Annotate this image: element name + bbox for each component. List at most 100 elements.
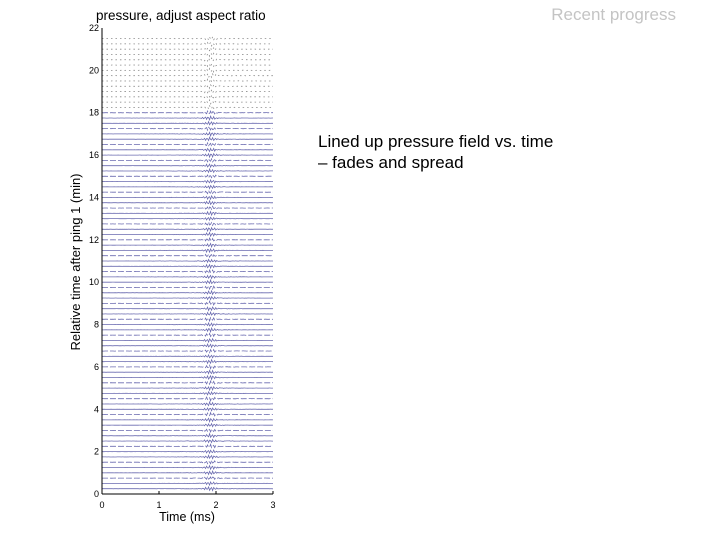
y-tick-label: 4 [94,404,99,414]
pressure-trace [102,342,274,349]
pressure-trace [101,136,273,142]
pressure-trace [102,475,274,481]
pressure-trace [102,253,273,259]
pressure-trace [101,167,273,174]
pressure-trace [102,88,274,95]
pressure-trace [101,321,274,327]
pressure-trace [102,469,273,476]
pressure-trace [102,379,274,386]
pressure-trace [102,52,274,58]
pressure-trace [102,438,273,444]
y-tick-label: 6 [94,362,99,372]
y-tick-label: 0 [94,489,99,499]
pressure-trace [101,178,273,184]
pressure-trace [102,258,273,264]
pressure-trace [102,93,274,100]
pressure-trace [101,407,274,412]
x-tick-labels: 0 1 2 3 [99,491,276,510]
pressure-trace [101,400,273,407]
pressure-trace [102,163,273,169]
pressure-trace [102,289,273,296]
pressure-trace [101,332,274,338]
y-tick-label: 12 [89,235,99,245]
pressure-trace [102,306,273,312]
pressure-trace [101,57,274,63]
pressure-trace [101,126,273,132]
pressure-trace [101,353,273,359]
pressure-trace [102,41,274,48]
pressure-trace [101,278,274,285]
pressure-trace [102,83,274,90]
trace-group [101,35,274,492]
y-tick-labels: 0 2 4 6 8 10 12 14 16 18 20 22 [89,23,99,499]
pressure-trace [101,385,273,392]
pressure-trace [101,300,273,306]
pressure-trace [102,374,273,381]
pressure-trace [101,35,274,41]
pressure-trace [102,210,274,217]
pressure-trace [101,131,274,138]
pressure-trace [102,184,274,190]
pressure-trace [102,174,274,179]
pressure-trace [102,67,273,73]
pressure-trace [101,348,273,354]
pressure-trace [101,205,273,211]
pressure-trace [101,422,274,428]
chart-title: pressure, adjust aspect ratio [96,8,266,23]
y-tick-label: 16 [89,150,99,160]
pressure-trace [102,364,273,370]
x-tick-label: 0 [99,500,104,510]
slide-caption: Lined up pressure field vs. time – fades… [318,131,658,173]
pressure-trace [102,411,273,417]
pressure-trace [101,459,273,465]
y-tick-label: 22 [89,23,99,33]
pressure-trace [101,337,273,344]
pressure-trace [101,62,273,69]
pressure-trace [102,104,273,111]
x-tick-label: 3 [270,500,275,510]
pressure-trace [101,109,273,116]
pressure-trace [102,417,274,424]
pressure-trace [102,189,274,195]
slide-header: Recent progress [551,5,676,24]
pressure-trace [101,72,273,79]
caption-line-1: Lined up pressure field vs. time [318,132,554,151]
pressure-trace [102,432,274,439]
pressure-trace [102,242,273,249]
y-axis-label: Relative time after ping 1 (min) [68,173,83,350]
pressure-trace [102,443,274,449]
pressure-trace [102,268,273,275]
pressure-trace [101,295,274,301]
pressure-trace [101,152,274,159]
pressure-trace [102,115,273,121]
pressure-trace [102,220,273,227]
y-tick-label: 10 [89,277,99,287]
y-tick-label: 14 [89,192,99,202]
pressure-trace [102,77,273,84]
pressure-trace [101,316,273,323]
pressure-trace [101,46,273,52]
pressure-trace [101,226,274,233]
pressure-trace [102,326,273,334]
pressure-trace [101,358,274,365]
pressure-trace [101,480,273,487]
pressure-trace [102,485,273,492]
pressure-trace [102,98,273,105]
pressure-trace [101,390,274,396]
pressure-trace [102,194,273,201]
pressure-trace [102,369,274,375]
pressure-trace [101,311,273,317]
pressure-trace [102,120,273,126]
y-tick-label: 2 [94,447,99,457]
pressure-trace [102,396,273,403]
pressure-trace [102,141,273,148]
pressure-trace [102,274,273,280]
pressure-trace [102,454,274,460]
pressure-trace [102,464,273,471]
caption-line-2: – fades and spread [318,153,464,172]
y-tick-label: 18 [89,108,99,118]
x-axis-label: Time (ms) [159,510,215,524]
y-tick-label: 20 [89,65,99,75]
pressure-trace [102,263,274,270]
